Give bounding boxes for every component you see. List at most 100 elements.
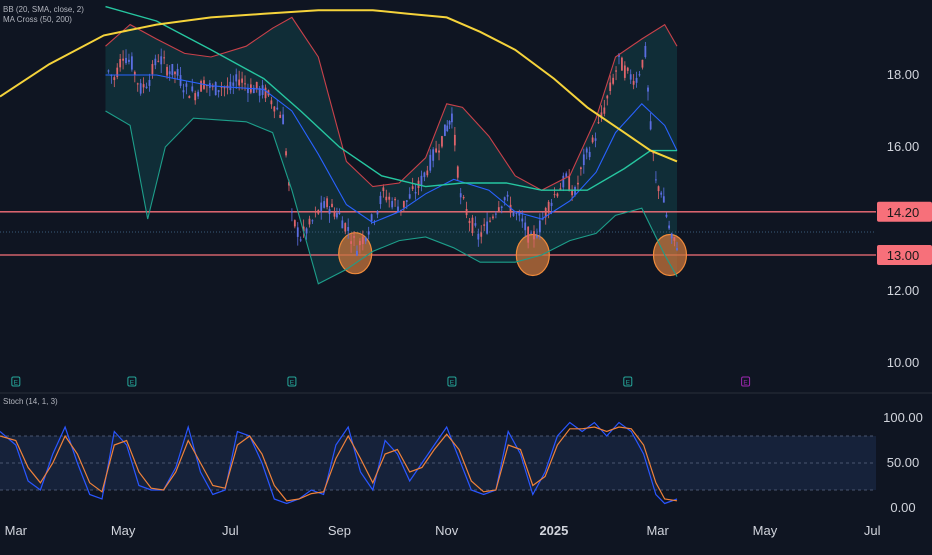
earnings-icon-1[interactable]: E [127,376,137,387]
price-line-label-1: 13.00 [887,248,920,263]
dividend-icon-5[interactable]: E [741,376,751,387]
candle-body [255,81,258,90]
candle-body [288,181,290,186]
earnings-icon-0[interactable]: E [11,376,21,387]
candle-body [594,138,597,141]
event-icon-box [11,376,21,387]
candle-body [547,201,550,213]
candle-body [388,196,391,200]
candle-body [276,107,279,110]
candle-body [541,218,544,220]
candle-body [238,79,241,86]
candle-body [264,87,267,99]
event-icon-letter: E [290,380,295,387]
bb-basis-line [105,74,678,224]
candle-body [550,202,553,206]
candle-body [474,223,477,226]
candle-body [612,77,615,84]
candle-body [652,152,655,154]
support-marker-0 [338,232,373,275]
candle-body [635,77,638,83]
candle-body [615,70,617,72]
candle-body [116,67,119,78]
bb-legend[interactable]: BB (20, SMA, close, 2) MA Cross (50, 200… [3,5,84,25]
candle-body [273,106,276,112]
candle-body [347,227,350,231]
candle-body [518,212,521,216]
time-tick-label-7: May [753,523,778,538]
candle-body [489,220,491,222]
earnings-icon-4[interactable]: E [623,376,633,387]
candle-body [171,64,174,76]
candle-body [420,175,423,186]
candle-body [623,65,626,78]
event-icon-letter: E [626,380,631,387]
support-marker-2 [652,233,688,277]
candle-body [629,74,632,80]
candle-body [451,113,453,123]
time-tick-label-3: Sep [328,523,351,538]
candle-body [492,216,494,219]
candle-body [151,64,154,75]
stoch-tick-label-2: 100.00 [883,410,923,425]
candle-body [338,212,341,214]
candle-body [282,114,285,125]
candle-body [468,220,471,224]
candle-body [168,71,171,75]
candle-body [579,167,582,170]
candle-body [603,107,606,114]
event-icon-letter: E [130,380,135,387]
candle-body [191,86,194,92]
candle-body [638,74,641,76]
stoch-tick-label-0: 0.00 [890,500,915,515]
stoch-legend[interactable]: Stoch (14, 1, 3) [3,397,58,407]
candle-body [214,82,217,96]
candle-body [229,81,232,91]
candle-body [166,66,168,76]
time-tick-label-2: Jul [222,523,239,538]
ma-fast-line [105,5,677,191]
candle-body [621,57,623,71]
event-icon-letter: E [450,380,455,387]
candle-body [649,121,652,130]
candle-body [544,208,547,218]
candle-body [331,203,333,208]
candle-body [530,232,532,234]
candle-body [361,236,364,244]
ma-slow-line [0,9,678,163]
earnings-icon-3[interactable]: E [447,376,457,387]
candle-body [565,173,568,177]
event-icon-box [623,376,633,387]
candle-body [591,137,594,143]
time-axis: Mar May Jul Sep Nov 2025 Mar May Jul [5,523,881,538]
candle-body [391,201,394,208]
candle-body [133,71,136,76]
candle-body [426,170,429,176]
candle-body [370,214,373,221]
time-tick-label-1: May [111,523,136,538]
candle-body [538,220,541,233]
event-icon-box [127,376,137,387]
price-tick-label-2: 16.00 [887,139,920,154]
candle-body [328,209,331,215]
candle-body [647,87,649,92]
candle-body [323,201,326,208]
candle-body [142,84,145,88]
candle-body [462,197,465,199]
candles [107,41,678,257]
event-icon-box [741,376,751,387]
candle-body [521,218,524,222]
candle-body [506,194,509,197]
candle-body [223,86,226,89]
candle-body [305,228,308,234]
candle-body [341,220,344,229]
candle-body [524,222,527,231]
stoch-legend-label: Stoch (14, 1, 3) [3,397,58,406]
candle-body [217,90,220,93]
price-tick-label-3: 18.00 [887,67,920,82]
candle-body [411,186,414,189]
candle-body [364,237,367,242]
earnings-icon-2[interactable]: E [287,376,297,387]
